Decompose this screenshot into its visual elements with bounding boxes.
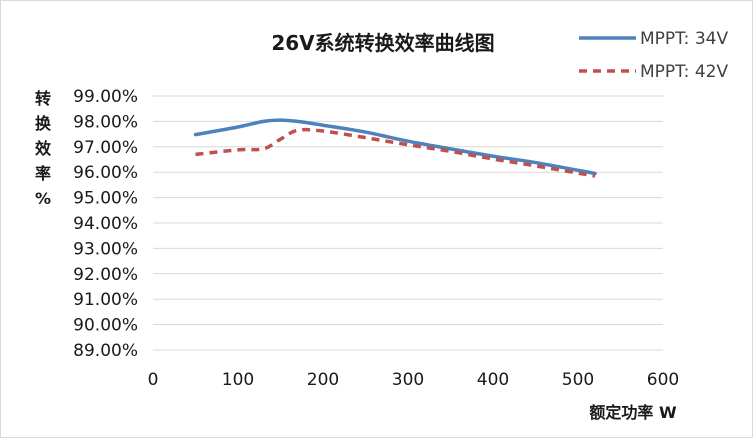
- x-tick-label: 600: [647, 370, 679, 390]
- legend-label-1: MPPT: 34V: [640, 29, 728, 49]
- y-tick-label: 94.00%: [73, 214, 138, 234]
- x-tick-label: 0: [148, 370, 159, 390]
- y-tick-labels: 99.00% 98.00% 97.00% 96.00% 95.00% 94.00% 93.0…: [73, 87, 138, 361]
- y-axis-label-char: 率: [35, 164, 51, 183]
- legend: MPPT: 34V MPPT: 42V: [579, 29, 728, 82]
- y-tick-label: 90.00%: [73, 316, 138, 336]
- y-axis-label-char: %: [35, 189, 51, 208]
- x-tick-label: 300: [392, 370, 424, 390]
- x-tick-label: 500: [562, 370, 594, 390]
- gridlines: [153, 95, 663, 351]
- legend-label-2: MPPT: 42V: [640, 62, 728, 82]
- x-tick-label: 200: [307, 370, 339, 390]
- y-tick-label: 89.00%: [73, 341, 138, 361]
- y-tick-label: 93.00%: [73, 239, 138, 259]
- y-tick-label: 97.00%: [73, 138, 138, 158]
- y-tick-label: 99.00%: [73, 87, 138, 107]
- series-line-1: [193, 118, 597, 176]
- x-tick-label: 100: [222, 370, 254, 390]
- y-tick-label: 98.00%: [73, 112, 138, 132]
- x-tick-label: 400: [477, 370, 509, 390]
- y-tick-label: 92.00%: [73, 265, 138, 285]
- x-tick-labels: 0 100 200 300 400 500 600: [148, 370, 680, 390]
- y-axis-label-char: 转: [35, 89, 51, 108]
- y-axis-label-char: 效: [35, 139, 51, 158]
- chart-title: 26V系统转换效率曲线图: [271, 31, 494, 55]
- y-tick-label: 95.00%: [73, 189, 138, 209]
- y-axis-label: 转换效率%: [35, 89, 52, 208]
- y-axis-label-char: 换: [35, 114, 52, 133]
- y-tick-label: 96.00%: [73, 163, 138, 183]
- x-axis-label: 额定功率 W: [589, 403, 677, 422]
- series-lines: [193, 118, 597, 178]
- series-line-2: [195, 127, 596, 178]
- y-tick-label: 91.00%: [73, 290, 138, 310]
